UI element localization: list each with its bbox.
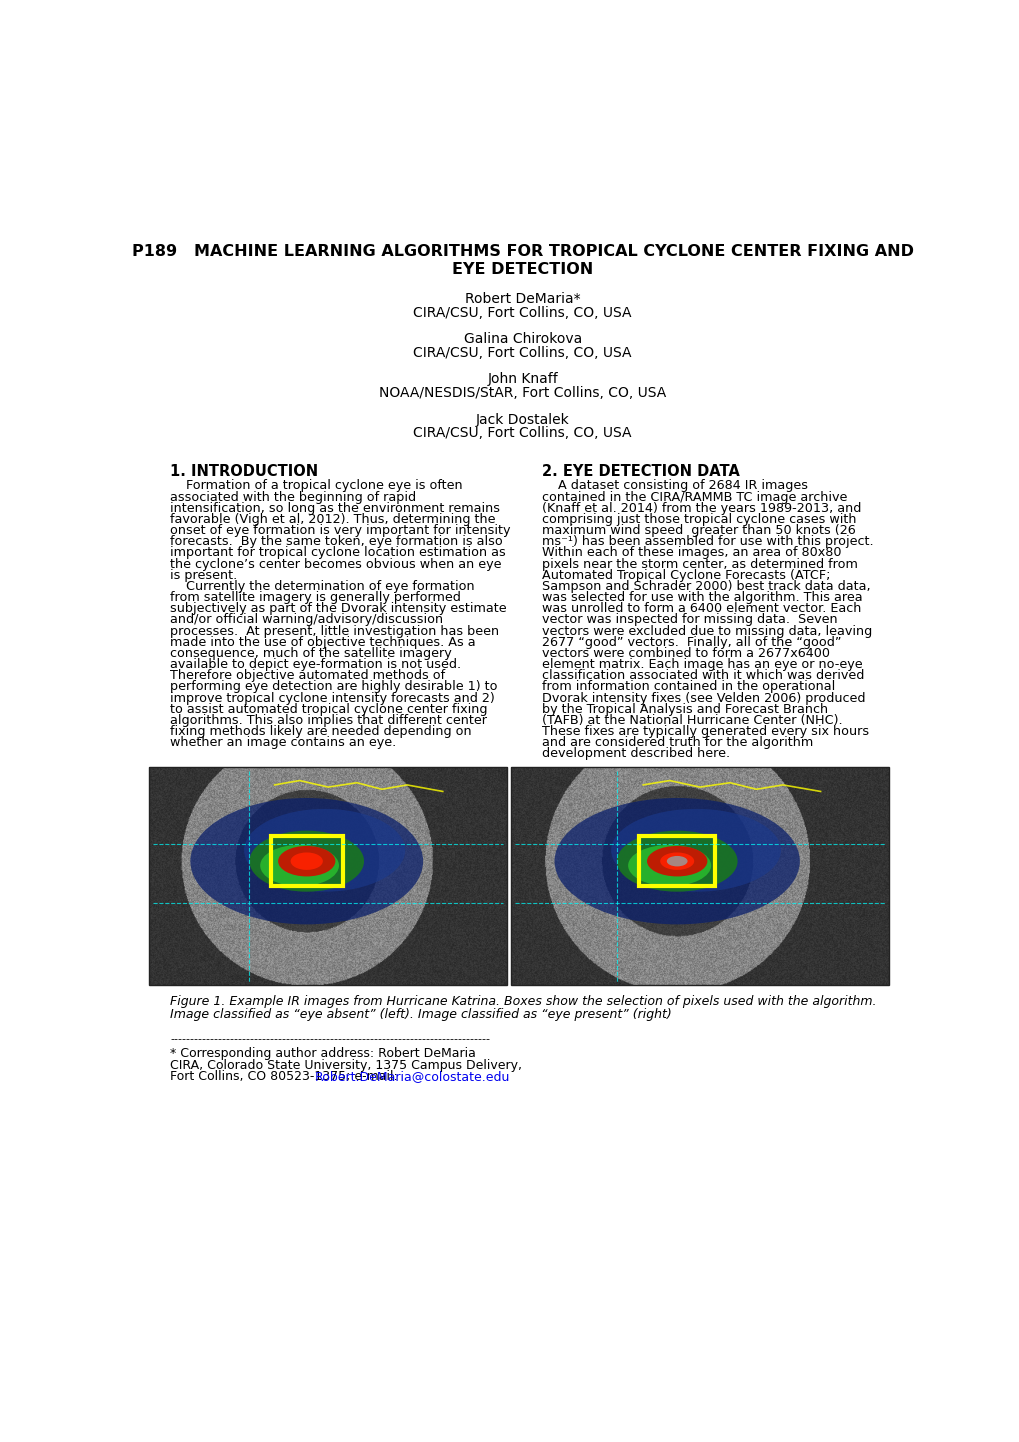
Text: 2677 “good” vectors.  Finally, all of the “good”: 2677 “good” vectors. Finally, all of the… (541, 636, 841, 649)
Text: was selected for use with the algorithm. This area: was selected for use with the algorithm.… (541, 591, 862, 604)
Text: improve tropical cyclone intensity forecasts and 2): improve tropical cyclone intensity forec… (170, 692, 494, 705)
Text: Within each of these images, an area of 80x80: Within each of these images, an area of … (541, 547, 841, 559)
Bar (511, 767, 888, 985)
Ellipse shape (554, 797, 799, 924)
Text: to assist automated tropical cyclone center fixing: to assist automated tropical cyclone cen… (170, 702, 487, 715)
Text: These fixes are typically generated every six hours: These fixes are typically generated ever… (541, 725, 868, 738)
Text: classification associated with it which was derived: classification associated with it which … (541, 669, 864, 682)
Text: fixing methods likely are needed depending on: fixing methods likely are needed dependi… (170, 725, 472, 738)
Text: important for tropical cyclone location estimation as: important for tropical cyclone location … (170, 547, 505, 559)
Text: CIRA, Colorado State University, 1375 Campus Delivery,: CIRA, Colorado State University, 1375 Ca… (170, 1058, 522, 1071)
Text: and are considered truth for the algorithm: and are considered truth for the algorit… (541, 737, 812, 750)
Text: Currently the determination of eye formation: Currently the determination of eye forma… (170, 580, 474, 593)
Text: CIRA/CSU, Fort Collins, CO, USA: CIRA/CSU, Fort Collins, CO, USA (413, 346, 632, 360)
Text: contained in the CIRA/RAMMB TC image archive: contained in the CIRA/RAMMB TC image arc… (541, 490, 847, 503)
Text: Dvorak intensity fixes (see Velden 2006) produced: Dvorak intensity fixes (see Velden 2006)… (541, 692, 865, 705)
Text: pixels near the storm center, as determined from: pixels near the storm center, as determi… (541, 558, 857, 571)
Bar (149, 767, 506, 985)
Text: element matrix. Each image has an eye or no-eye: element matrix. Each image has an eye or… (541, 658, 862, 671)
Text: development described here.: development described here. (541, 747, 730, 760)
Text: (Knaff et al. 2014) from the years 1989-2013, and: (Knaff et al. 2014) from the years 1989-… (541, 502, 861, 515)
Text: Formation of a tropical cyclone eye is often: Formation of a tropical cyclone eye is o… (170, 480, 463, 493)
Text: the cyclone’s center becomes obvious when an eye: the cyclone’s center becomes obvious whe… (170, 558, 501, 571)
Text: from information contained in the operational: from information contained in the operat… (541, 681, 835, 694)
Text: subjectively as part of the Dvorak intensity estimate: subjectively as part of the Dvorak inten… (170, 603, 506, 616)
Ellipse shape (244, 809, 405, 891)
Text: NOAA/NESDIS/StAR, Fort Collins, CO, USA: NOAA/NESDIS/StAR, Fort Collins, CO, USA (379, 386, 665, 401)
Text: Therefore objective automated methods of: Therefore objective automated methods of (170, 669, 445, 682)
Text: available to depict eye-formation is not used.: available to depict eye-formation is not… (170, 658, 461, 671)
Text: John Knaff: John Knaff (487, 372, 557, 386)
Ellipse shape (290, 852, 323, 870)
Text: favorable (Vigh et al, 2012). Thus, determining the: favorable (Vigh et al, 2012). Thus, dete… (170, 513, 495, 526)
Text: processes.  At present, little investigation has been: processes. At present, little investigat… (170, 624, 498, 637)
Text: Automated Tropical Cyclone Forecasts (ATCF;: Automated Tropical Cyclone Forecasts (AT… (541, 568, 829, 581)
Text: EYE DETECTION: EYE DETECTION (451, 262, 593, 277)
Text: (TAFB) at the National Hurricane Center (NHC).: (TAFB) at the National Hurricane Center … (541, 714, 842, 727)
Text: vectors were combined to form a 2677x6400: vectors were combined to form a 2677x640… (541, 647, 829, 660)
Text: and/or official warning/advisory/discussion: and/or official warning/advisory/discuss… (170, 613, 443, 626)
Text: Robert.DeMaria@colostate.edu: Robert.DeMaria@colostate.edu (315, 1070, 510, 1083)
Ellipse shape (250, 831, 364, 891)
Text: CIRA/CSU, Fort Collins, CO, USA: CIRA/CSU, Fort Collins, CO, USA (413, 427, 632, 440)
Ellipse shape (191, 797, 423, 924)
Bar (639, 836, 714, 887)
Ellipse shape (659, 852, 694, 870)
Text: made into the use of objective techniques. As a: made into the use of objective technique… (170, 636, 475, 649)
Text: onset of eye formation is very important for intensity: onset of eye formation is very important… (170, 523, 511, 538)
Ellipse shape (616, 831, 737, 891)
Ellipse shape (260, 845, 338, 887)
Text: intensification, so long as the environment remains: intensification, so long as the environm… (170, 502, 499, 515)
Text: is present.: is present. (170, 568, 237, 581)
Text: vector was inspected for missing data.  Seven: vector was inspected for missing data. S… (541, 613, 837, 626)
Text: P189   MACHINE LEARNING ALGORITHMS FOR TROPICAL CYCLONE CENTER FIXING AND: P189 MACHINE LEARNING ALGORITHMS FOR TRO… (131, 244, 913, 260)
Text: Sampson and Schrader 2000) best track data data,: Sampson and Schrader 2000) best track da… (541, 580, 870, 593)
Ellipse shape (646, 846, 707, 877)
Text: Image classified as “eye absent” (left). Image classified as “eye present” (righ: Image classified as “eye absent” (left).… (170, 1008, 672, 1021)
Text: maximum wind speed  greater than 50 knots (26: maximum wind speed greater than 50 knots… (541, 523, 855, 538)
Text: comprising just those tropical cyclone cases with: comprising just those tropical cyclone c… (541, 513, 856, 526)
Text: 2. EYE DETECTION DATA: 2. EYE DETECTION DATA (541, 464, 739, 479)
Text: CIRA/CSU, Fort Collins, CO, USA: CIRA/CSU, Fort Collins, CO, USA (413, 306, 632, 320)
Text: consequence, much of the satellite imagery: consequence, much of the satellite image… (170, 647, 451, 660)
Text: * Corresponding author address: Robert DeMaria: * Corresponding author address: Robert D… (170, 1047, 476, 1060)
Bar (271, 836, 342, 887)
Text: was unrolled to form a 6400 element vector. Each: was unrolled to form a 6400 element vect… (541, 603, 861, 616)
Ellipse shape (628, 845, 710, 887)
Text: from satellite imagery is generally performed: from satellite imagery is generally perf… (170, 591, 461, 604)
Ellipse shape (666, 857, 687, 867)
Text: by the Tropical Analysis and Forecast Branch: by the Tropical Analysis and Forecast Br… (541, 702, 827, 715)
Text: --------------------------------------------------------------------------------: ----------------------------------------… (170, 1034, 490, 1044)
Ellipse shape (610, 809, 781, 891)
Text: ms⁻¹) has been assembled for use with this project.: ms⁻¹) has been assembled for use with th… (541, 535, 873, 548)
Text: algorithms. This also implies that different center: algorithms. This also implies that diffe… (170, 714, 487, 727)
Text: Jack Dostalek: Jack Dostalek (476, 412, 569, 427)
Text: whether an image contains an eye.: whether an image contains an eye. (170, 737, 396, 750)
Text: associated with the beginning of rapid: associated with the beginning of rapid (170, 490, 416, 503)
Text: performing eye detection are highly desirable 1) to: performing eye detection are highly desi… (170, 681, 497, 694)
Text: Robert DeMaria*: Robert DeMaria* (465, 293, 580, 306)
Text: 1. INTRODUCTION: 1. INTRODUCTION (170, 464, 318, 479)
Ellipse shape (278, 846, 335, 877)
Text: Figure 1. Example IR images from Hurricane Katrina. Boxes show the selection of : Figure 1. Example IR images from Hurrica… (170, 995, 875, 1008)
Text: forecasts.  By the same token, eye formation is also: forecasts. By the same token, eye format… (170, 535, 502, 548)
Text: Fort Collins, CO 80523-1375; e-mail:: Fort Collins, CO 80523-1375; e-mail: (170, 1070, 401, 1083)
Text: A dataset consisting of 2684 IR images: A dataset consisting of 2684 IR images (541, 480, 807, 493)
Text: vectors were excluded due to missing data, leaving: vectors were excluded due to missing dat… (541, 624, 871, 637)
Text: Galina Chirokova: Galina Chirokova (464, 333, 581, 346)
